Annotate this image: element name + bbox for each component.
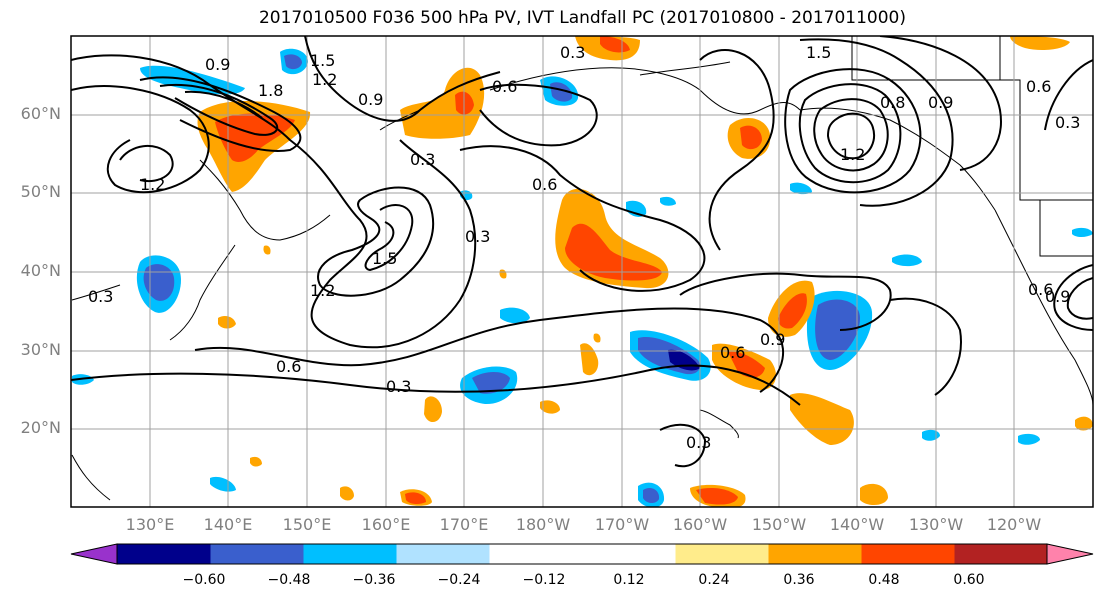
lon-label: 150°W xyxy=(751,515,807,534)
contour-label: 1.2 xyxy=(312,70,337,89)
lon-label: 160°E xyxy=(361,515,411,534)
lat-label-30n: 30°N xyxy=(20,340,61,359)
contour-label: 0.3 xyxy=(410,150,435,169)
contour-label: 0.6 xyxy=(532,175,557,194)
contour-label: 1.2 xyxy=(310,281,335,300)
pv-contours xyxy=(71,36,1093,468)
lat-label-40n: 40°N xyxy=(20,261,61,280)
contour-label: 0.6 xyxy=(276,357,301,376)
contour-label: 0.9 xyxy=(205,55,230,74)
contour-label: 0.3 xyxy=(386,377,411,396)
pv-anomaly-shading xyxy=(72,36,1093,507)
coastlines xyxy=(71,36,1093,501)
colorbar-frame xyxy=(116,543,1048,565)
contour-label: 1.8 xyxy=(258,81,283,100)
contour-label: 0.3 xyxy=(88,287,113,306)
lat-label-50n: 50°N xyxy=(20,182,61,201)
colorbar-segment xyxy=(117,544,211,564)
colorbar-tick-label: 0.36 xyxy=(783,572,815,588)
contour-label: 1.5 xyxy=(372,249,397,268)
lon-label: 180°W xyxy=(515,515,571,534)
lat-label-20n: 20°N xyxy=(20,418,61,437)
colorbar-tick-label: 0.24 xyxy=(698,572,730,588)
colorbar-segment xyxy=(303,544,397,564)
colorbar-left-arrow xyxy=(70,543,118,565)
colorbar-segment xyxy=(210,544,304,564)
colorbar xyxy=(70,543,1094,565)
colorbar-segment xyxy=(396,544,490,564)
lon-label: 140°E xyxy=(203,515,253,534)
colorbar-segment xyxy=(675,544,769,564)
colorbar-segment xyxy=(489,544,583,564)
colorbar-right-arrow xyxy=(1046,543,1094,565)
contour-label: 0.6 xyxy=(492,77,517,96)
lon-label: 120°W xyxy=(986,515,1042,534)
contour-label: 0.3 xyxy=(686,433,711,452)
contour-label: 1.2 xyxy=(140,175,165,194)
contour-label: 0.3 xyxy=(560,43,585,62)
contour-label: 1.5 xyxy=(310,51,335,70)
contour-label: 0.6 xyxy=(720,343,745,362)
contour-label: 0.3 xyxy=(1055,113,1080,132)
colorbar-segment xyxy=(861,544,955,564)
contour-label: 1.2 xyxy=(840,145,865,164)
colorbar-tick-label: −0.48 xyxy=(267,572,311,588)
lon-label: 170°E xyxy=(439,515,489,534)
colorbar-tick-label: −0.36 xyxy=(352,572,396,588)
lon-label: 150°E xyxy=(282,515,332,534)
lon-label: 130°E xyxy=(125,515,175,534)
colorbar-segment xyxy=(768,544,862,564)
contour-label: 0.9 xyxy=(928,93,953,112)
map-title: 2017010500 F036 500 hPa PV, IVT Landfall… xyxy=(258,8,906,28)
colorbar-tick-label: 0.12 xyxy=(613,572,645,588)
colorbar-tick-label: −0.12 xyxy=(522,572,566,588)
lon-label: 160°W xyxy=(672,515,728,534)
contour-label: 0.9 xyxy=(760,330,785,349)
contour-label: 1.5 xyxy=(806,43,831,62)
colorbar-tick-label: 0.48 xyxy=(868,572,900,588)
contour-label-layer: 0.9 1.5 1.2 1.8 0.9 1.2 0.3 0.6 0.3 0.6 … xyxy=(88,43,1080,452)
colorbar-tick-label: −0.24 xyxy=(437,572,481,588)
lon-label: 140°W xyxy=(829,515,885,534)
map-frame xyxy=(70,35,1094,508)
contour-label: 0.6 xyxy=(1028,280,1053,299)
lon-label: 170°W xyxy=(594,515,650,534)
contour-label: 0.8 xyxy=(880,93,905,112)
contour-label: 0.3 xyxy=(465,227,490,246)
colorbar-segment xyxy=(954,544,1048,564)
colorbar-segment xyxy=(582,544,676,564)
colorbar-tick-label: 0.60 xyxy=(953,572,985,588)
lon-label: 130°W xyxy=(908,515,964,534)
contour-label: 0.6 xyxy=(1026,77,1051,96)
contour-label: 0.9 xyxy=(358,90,383,109)
lat-label-60n: 60°N xyxy=(20,104,61,123)
colorbar-tick-label: −0.60 xyxy=(182,572,226,588)
contour-label: 0.9 xyxy=(1045,287,1070,306)
